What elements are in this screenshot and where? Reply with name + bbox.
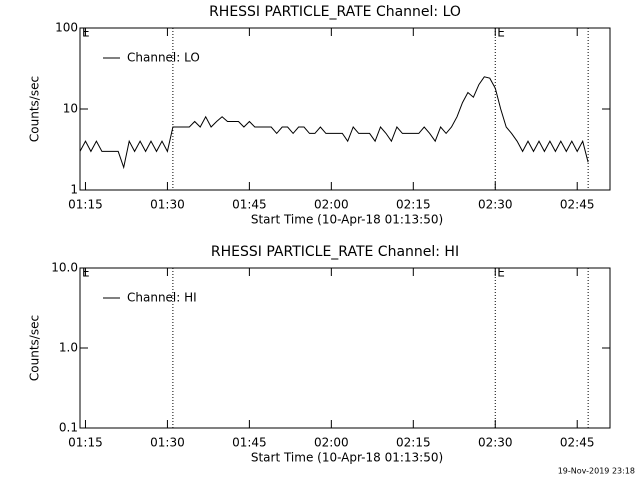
x-tick-label: 02:15 [396,198,431,212]
x-tick-label: 02:00 [314,198,349,212]
x-tick-label: 02:00 [314,436,349,450]
x-tick-label: 02:45 [560,198,595,212]
y-axis-title: Counts/sec [28,76,42,142]
x-tick-label: 01:30 [150,198,185,212]
y-tick-label: 10.0 [51,261,78,275]
event-label: E [497,26,505,40]
x-tick-label: 01:15 [68,198,103,212]
x-tick-label: 01:15 [68,436,103,450]
footer: 19-Nov-2019 23:18 [558,467,635,476]
x-tick-label: 01:45 [232,436,267,450]
x-axis-title: Start Time (10-Apr-18 01:13:50) [251,451,443,465]
chart-title: RHESSI PARTICLE_RATE Channel: HI [211,244,459,260]
x-tick-label: 02:30 [478,198,513,212]
event-label: E [82,266,90,280]
y-tick-label: 1 [70,183,78,197]
y-tick-label: 1.0 [59,341,78,355]
legend-label: Channel: LO [127,51,200,65]
x-tick-label: 02:45 [560,436,595,450]
x-tick-label: 01:45 [232,198,267,212]
y-tick-label: 0.1 [59,421,78,435]
chart-title: RHESSI PARTICLE_RATE Channel: LO [209,4,461,20]
legend-label: Channel: HI [127,291,197,305]
x-tick-label: 02:30 [478,436,513,450]
event-label: E [497,266,505,280]
x-tick-label: 02:15 [396,436,431,450]
y-tick-label: 10 [63,102,78,116]
y-axis-title: Counts/sec [28,315,42,381]
y-tick-label: 100 [55,21,78,35]
event-label: E [82,26,90,40]
x-axis-title: Start Time (10-Apr-18 01:13:50) [251,213,443,227]
data-line [79,76,589,170]
x-tick-label: 01:30 [150,436,185,450]
